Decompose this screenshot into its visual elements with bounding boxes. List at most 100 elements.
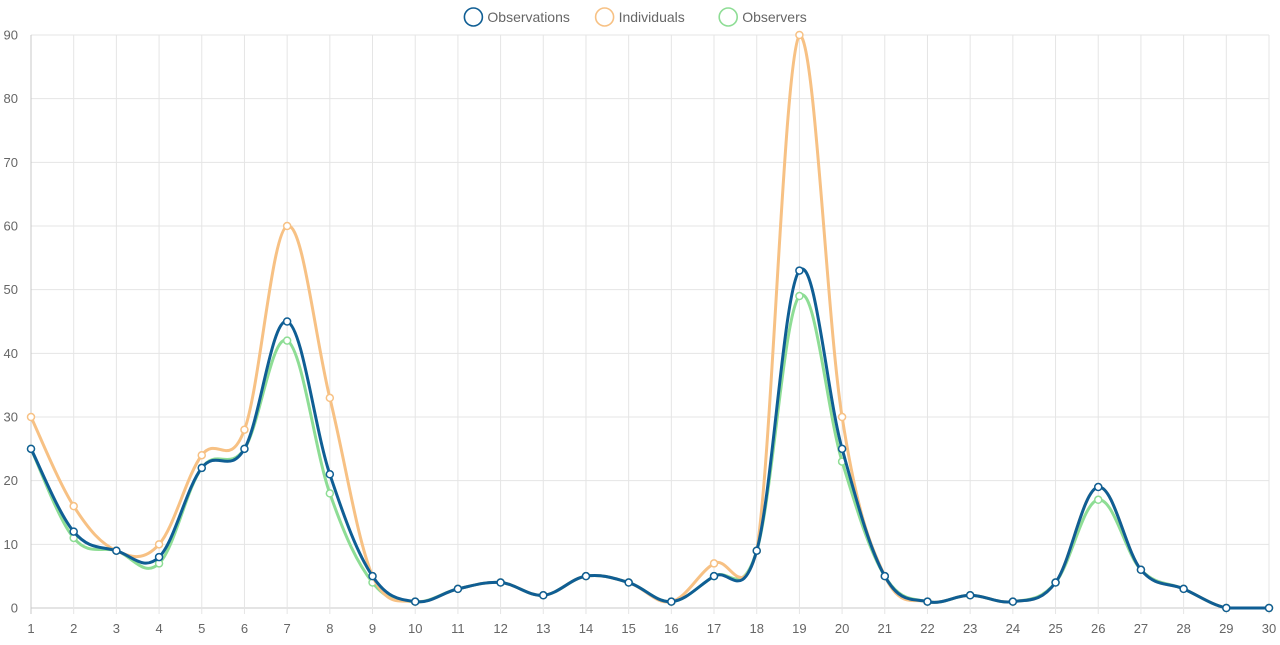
y-tick-label: 80 [4, 91, 18, 106]
data-point[interactable] [923, 597, 932, 606]
x-tick-label: 29 [1219, 621, 1233, 636]
legend-item-individuals[interactable]: Individuals [594, 7, 685, 27]
x-tick-label: 5 [198, 621, 205, 636]
data-point[interactable] [709, 559, 719, 568]
y-tick-label: 60 [4, 219, 18, 234]
data-point[interactable] [368, 571, 377, 581]
series-layer [26, 30, 1274, 613]
data-point[interactable] [1008, 597, 1018, 606]
x-tick-label: 7 [284, 621, 291, 636]
data-point[interactable] [325, 489, 335, 498]
data-point[interactable] [837, 412, 847, 422]
legend-item-observations[interactable]: Observations [463, 7, 570, 27]
data-point[interactable] [112, 546, 121, 555]
x-tick-label: 15 [621, 621, 635, 636]
data-point[interactable] [325, 393, 335, 403]
data-point[interactable] [880, 571, 890, 581]
data-point[interactable] [965, 591, 975, 600]
data-point[interactable] [154, 540, 164, 549]
x-tick-label: 8 [326, 621, 333, 636]
legend-item-observers[interactable]: Observers [718, 7, 807, 27]
y-tick-label: 0 [11, 601, 18, 616]
x-tick-label: 12 [493, 621, 507, 636]
data-point[interactable] [282, 336, 292, 345]
data-point[interactable] [709, 571, 719, 581]
data-point[interactable] [282, 221, 292, 231]
x-tick-label: 14 [579, 621, 593, 636]
data-point[interactable] [752, 546, 761, 555]
legend-label: Individuals [619, 9, 685, 25]
series-observers [26, 291, 1274, 613]
y-tick-label: 40 [4, 346, 18, 361]
data-point[interactable] [240, 425, 249, 434]
y-tick-label: 50 [4, 282, 18, 297]
data-point[interactable] [26, 412, 36, 422]
data-point[interactable] [410, 597, 420, 606]
legend-label: Observers [742, 9, 807, 25]
x-tick-label: 9 [369, 621, 376, 636]
data-point[interactable] [69, 501, 78, 511]
data-point[interactable] [539, 591, 548, 600]
x-tick-label: 27 [1134, 621, 1148, 636]
data-point[interactable] [795, 266, 804, 275]
data-point[interactable] [1093, 495, 1103, 505]
x-tick-label: 24 [1006, 621, 1020, 636]
legend-marker [594, 7, 615, 27]
x-tick-label: 10 [408, 621, 422, 636]
data-point[interactable] [581, 571, 591, 581]
data-point[interactable] [69, 527, 78, 536]
series-line [29, 267, 1271, 610]
x-tick-label: 22 [920, 621, 934, 636]
x-tick-label: 21 [878, 621, 892, 636]
data-point[interactable] [325, 470, 335, 479]
data-point[interactable] [795, 291, 804, 301]
data-point[interactable] [1222, 603, 1231, 613]
series-observations [26, 266, 1274, 613]
x-tick-label: 11 [451, 621, 465, 636]
legend[interactable]: Observations Individuals Observers [463, 7, 807, 27]
x-tick-label: 30 [1262, 621, 1276, 636]
data-point[interactable] [1093, 482, 1103, 492]
data-point[interactable] [795, 30, 804, 40]
x-tick-label: 1 [27, 621, 34, 636]
series-line [29, 293, 1271, 610]
x-tick-label: 13 [536, 621, 550, 636]
x-tick-label: 20 [835, 621, 849, 636]
x-tick-label: 25 [1048, 621, 1062, 636]
x-tick-label: 18 [749, 621, 763, 636]
y-tick-label: 70 [4, 155, 18, 170]
x-tick-label: 17 [707, 621, 721, 636]
legend-marker [463, 7, 484, 27]
x-tick-label: 23 [963, 621, 977, 636]
data-point[interactable] [624, 578, 633, 587]
data-point[interactable] [667, 597, 676, 606]
data-point[interactable] [496, 578, 505, 587]
data-point[interactable] [1136, 565, 1146, 575]
legend-label: Observations [487, 9, 569, 25]
x-tick-label: 26 [1091, 621, 1105, 636]
x-tick-label: 3 [113, 621, 120, 636]
legend-marker [718, 7, 739, 27]
data-point[interactable] [197, 463, 207, 473]
y-tick-label: 30 [4, 410, 18, 425]
x-tick-label: 19 [792, 621, 806, 636]
data-point[interactable] [240, 444, 249, 454]
data-point[interactable] [1179, 584, 1188, 594]
data-point[interactable] [197, 450, 207, 460]
y-tick-label: 90 [4, 28, 18, 43]
series-individuals [26, 30, 1274, 613]
x-tick-label: 16 [664, 621, 678, 636]
data-point[interactable] [837, 444, 847, 454]
data-point[interactable] [154, 552, 164, 562]
data-point[interactable] [1051, 578, 1060, 587]
data-point[interactable] [26, 444, 36, 454]
y-tick-label: 10 [4, 537, 18, 552]
data-point[interactable] [453, 584, 463, 594]
data-point[interactable] [282, 317, 292, 326]
x-tick-label: 4 [155, 621, 162, 636]
data-point[interactable] [1264, 603, 1274, 613]
x-tick-label: 2 [70, 621, 77, 636]
